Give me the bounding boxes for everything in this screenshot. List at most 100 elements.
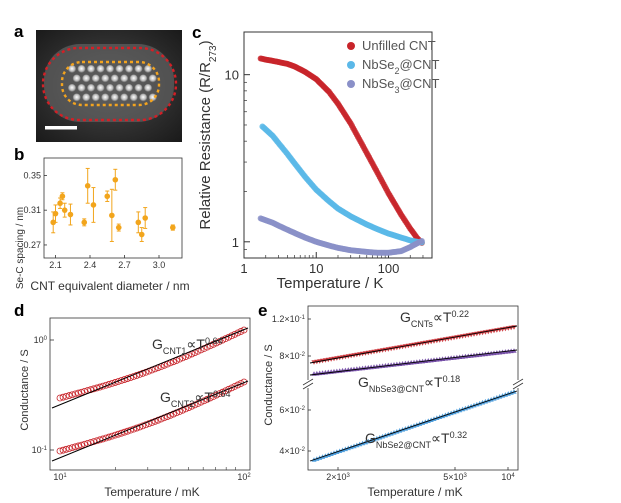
- data-point: [108, 432, 116, 440]
- micrograph: [36, 30, 182, 142]
- legend-marker: [347, 80, 355, 88]
- inner-core-outline: [60, 60, 161, 107]
- data-point: [206, 342, 214, 350]
- data-point: [56, 447, 64, 455]
- x-tick-label: 100: [378, 261, 400, 276]
- y-tick-label: 0.31: [23, 205, 41, 215]
- atom: [72, 74, 81, 83]
- data-point: [225, 385, 233, 393]
- data-point: [194, 400, 202, 407]
- plot-frame: [49, 317, 251, 471]
- annotation-cnts: GCNTs∝T0.22: [400, 309, 469, 329]
- annotation-nbse3: GNbSe3@CNT∝T0.18: [358, 374, 460, 394]
- atom: [148, 74, 157, 83]
- data-point: [139, 422, 147, 430]
- atom: [134, 65, 143, 73]
- axis-break-mask: [305, 380, 311, 388]
- data-point: [209, 340, 217, 348]
- data-point: [185, 404, 193, 411]
- legend-marker: [347, 61, 355, 69]
- data-point: [222, 387, 230, 395]
- outer-tube-outline: [41, 46, 178, 122]
- data-point: [71, 443, 79, 451]
- atom: [87, 65, 95, 73]
- y-tick-label: 1.2×10-1: [272, 314, 306, 324]
- data-point: [117, 429, 125, 437]
- data-point: [93, 384, 101, 392]
- data-point: [418, 237, 425, 244]
- data-point: [62, 392, 70, 400]
- y-tick-label: 100: [34, 335, 48, 345]
- data-point: [59, 393, 67, 401]
- data-point: [59, 193, 66, 200]
- atom: [87, 84, 95, 92]
- data-point: [90, 438, 98, 446]
- data-point: [90, 385, 98, 393]
- fit-line: [309, 325, 518, 364]
- atom: [110, 93, 119, 102]
- atom: [115, 65, 124, 73]
- atom: [134, 84, 143, 92]
- data-point: [145, 420, 153, 428]
- fit-line: [309, 349, 518, 376]
- data-point: [90, 202, 97, 208]
- panel-c-label: c: [192, 23, 201, 42]
- panel-c-ylabel: Relative Resistance (R/R273): [197, 40, 219, 229]
- data-point: [228, 384, 236, 392]
- data-point: [84, 183, 91, 189]
- data-point: [170, 224, 176, 231]
- atom: [120, 74, 129, 83]
- data-point: [111, 379, 119, 386]
- data-point: [67, 211, 74, 218]
- data-point: [65, 392, 73, 399]
- data-point: [105, 433, 113, 441]
- x-tick-label: 2×103: [326, 472, 350, 482]
- x-tick-label: 101: [53, 472, 67, 482]
- data-point: [237, 380, 245, 387]
- data-point: [50, 219, 56, 226]
- panel-d-ylabel: Conductance / S: [19, 349, 31, 430]
- atom: [139, 93, 148, 102]
- axis-break-mark: [302, 378, 314, 386]
- data-point: [151, 417, 159, 425]
- panel-a-label: a: [14, 22, 24, 41]
- data-point: [142, 215, 148, 221]
- data-point: [234, 381, 242, 389]
- data-point: [135, 219, 142, 226]
- atom: [144, 84, 152, 92]
- data-point: [78, 441, 85, 449]
- atom: [96, 65, 105, 73]
- fit-line: [309, 390, 518, 462]
- data-point: [93, 437, 101, 445]
- atom: [82, 74, 91, 83]
- atom: [125, 65, 133, 73]
- panel-e-xlabel: Temperature / mK: [367, 485, 462, 499]
- data-point: [109, 212, 115, 219]
- axis-break-mark: [302, 382, 314, 390]
- atom: [68, 84, 76, 92]
- data-point: [59, 446, 67, 454]
- x-tick-label: 5×103: [443, 472, 467, 482]
- data-point: [240, 326, 248, 334]
- data-point: [56, 394, 64, 402]
- atom: [129, 74, 138, 83]
- atom: [82, 93, 91, 102]
- axis-break-mark: [512, 378, 524, 386]
- atom-lattice: [68, 65, 157, 102]
- atom: [120, 93, 129, 102]
- panel-e-ylabel: Conductance / S: [263, 344, 275, 425]
- atom: [91, 93, 100, 102]
- panel-c-xlabel: Temperature / K: [277, 275, 384, 292]
- x-tick-label: 3.0: [153, 260, 166, 270]
- axis-break-mask: [515, 380, 521, 388]
- data-point: [188, 402, 196, 410]
- y-tick-label: 10: [225, 68, 239, 83]
- data-point: [115, 224, 122, 231]
- x-tick-label: 2.7: [118, 260, 131, 270]
- panel-b-xlabel: CNT equivalent diameter / nm: [30, 279, 189, 293]
- data-point: [61, 207, 68, 213]
- y-tick-label: 6×10-2: [279, 405, 305, 415]
